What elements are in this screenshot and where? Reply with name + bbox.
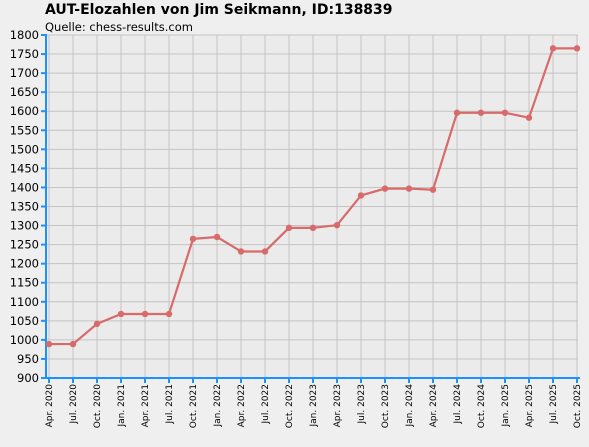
data-point [333,221,341,229]
x-tick-label: Apr. 2021 [141,384,151,427]
y-tick-label: 1300 [10,219,39,233]
x-tick-label: Apr. 2020 [45,384,55,428]
x-tick-label: Apr. 2025 [525,384,535,427]
data-point [381,185,389,192]
y-tick-label: 1550 [10,123,39,137]
x-tick-label: Oct. 2022 [285,384,295,428]
y-tick-label: 1250 [10,238,39,252]
x-tick-label: Jan. 2022 [213,384,223,428]
data-point [309,224,317,232]
y-tick-label: 1500 [10,142,39,156]
y-tick-label: 1600 [10,104,39,118]
y-tick-label: 1450 [10,161,39,175]
y-tick-label: 1750 [10,47,39,61]
data-point [525,114,533,121]
x-tick-label: Apr. 2024 [429,384,439,428]
x-tick-label: Jan. 2024 [405,384,415,428]
data-point [69,340,77,348]
data-point [477,109,485,116]
data-point [261,248,269,255]
y-tick-label: 1050 [10,314,39,328]
y-tick-label: 1350 [10,200,39,214]
data-point [117,310,125,318]
y-axis-ticks: 900 950 1000 1050 1100 1150 1200 1250 1300 1350 14… [10,28,46,385]
y-tick-label: 1650 [10,85,39,99]
x-tick-label: Jul. 2023 [357,384,367,425]
x-tick-label: Jul. 2024 [453,384,463,425]
x-tick-label: Apr. 2023 [333,384,343,427]
x-tick-label: Apr. 2022 [237,384,247,427]
x-axis-ticks: Apr. 2020 Jul. 2020 Oct. 2020 Jan. 2021 Apr.… [45,378,583,428]
data-point [285,224,293,232]
x-tick-label: Jul. 2022 [261,384,271,425]
data-point [165,310,173,318]
chart-subtitle: Quelle: chess-results.com [45,20,193,34]
y-tick-label: 1200 [10,257,39,271]
data-point [141,310,149,318]
data-point [453,109,461,116]
y-tick-label: 1400 [10,180,39,194]
y-tick-label: 1700 [10,66,39,80]
chart-title: AUT-Elozahlen von Jim Seikmann, ID:13883… [45,2,393,18]
x-tick-label: Jan. 2023 [309,384,319,428]
y-tick-label: 950 [17,352,39,366]
data-point [357,192,365,199]
data-point [189,235,197,243]
y-tick-label: 1100 [10,295,39,309]
x-tick-label: Jan. 2025 [501,384,511,428]
y-tick-label: 1800 [10,28,39,42]
x-tick-label: Jul. 2020 [69,384,79,425]
data-point [405,185,413,192]
x-tick-label: Oct. 2025 [573,384,583,428]
data-point [501,109,509,116]
series [45,45,581,348]
y-tick-label: 1150 [10,276,39,290]
y-tick-label: 1000 [10,333,39,347]
data-point [93,320,101,328]
data-point [213,233,221,241]
x-tick-label: Jul. 2025 [549,384,559,425]
data-point [45,340,53,348]
x-tick-label: Oct. 2023 [381,384,391,428]
grid [46,34,578,379]
data-point [549,45,557,52]
x-tick-label: Jul. 2021 [165,384,175,425]
x-tick-label: Oct. 2024 [477,384,487,428]
y-tick-label: 900 [17,371,39,385]
x-tick-label: Oct. 2021 [189,384,199,428]
data-point [237,248,245,255]
data-point [429,186,437,193]
x-tick-label: Jan. 2021 [117,384,127,428]
data-point [573,45,581,52]
x-tick-label: Oct. 2020 [93,384,103,428]
